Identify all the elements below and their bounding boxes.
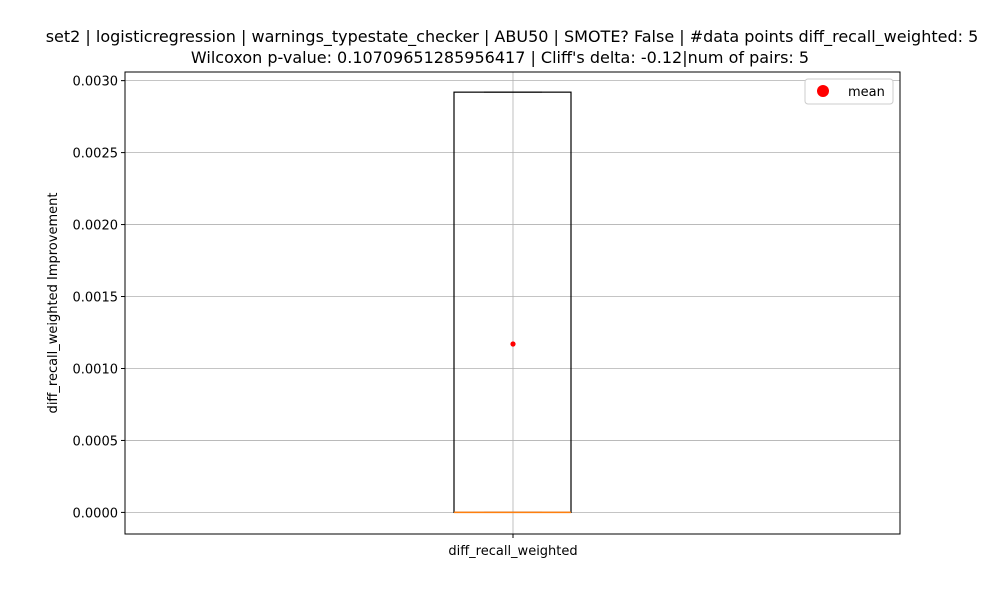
legend-label-mean: mean bbox=[848, 85, 885, 100]
legend: mean bbox=[804, 78, 894, 105]
y-tick-label: 0.0010 bbox=[73, 362, 119, 377]
box-plot bbox=[453, 91, 572, 514]
mean-marker bbox=[510, 341, 516, 347]
x-tick-label: diff_recall_weighted bbox=[448, 544, 577, 559]
chart-title-line-1: set2 | logisticregression | warnings_typ… bbox=[45, 27, 979, 46]
chart-title-line-2: Wilcoxon p-value: 0.10709651285956417 | … bbox=[190, 48, 810, 67]
y-tick-label: 0.0005 bbox=[73, 434, 119, 449]
y-axis-ticks: 0.0000 0.0005 0.0010 0.0015 0.0020 0.0025 0.00… bbox=[73, 75, 125, 521]
y-axis-label: diff_recall_weighted Improvement bbox=[46, 193, 61, 414]
y-tick-label: 0.0000 bbox=[73, 506, 119, 521]
y-tick-label: 0.0015 bbox=[73, 291, 119, 306]
y-tick-label: 0.0025 bbox=[73, 147, 119, 162]
legend-mean-marker bbox=[817, 85, 829, 97]
legend-frame bbox=[804, 78, 894, 105]
box-iqr bbox=[453, 91, 572, 514]
y-tick-label: 0.0020 bbox=[73, 219, 119, 234]
grid-lines bbox=[125, 72, 900, 534]
x-axis-ticks: diff_recall_weighted bbox=[448, 534, 578, 559]
plot-frame bbox=[124, 71, 901, 535]
y-tick-label: 0.0030 bbox=[73, 75, 119, 90]
